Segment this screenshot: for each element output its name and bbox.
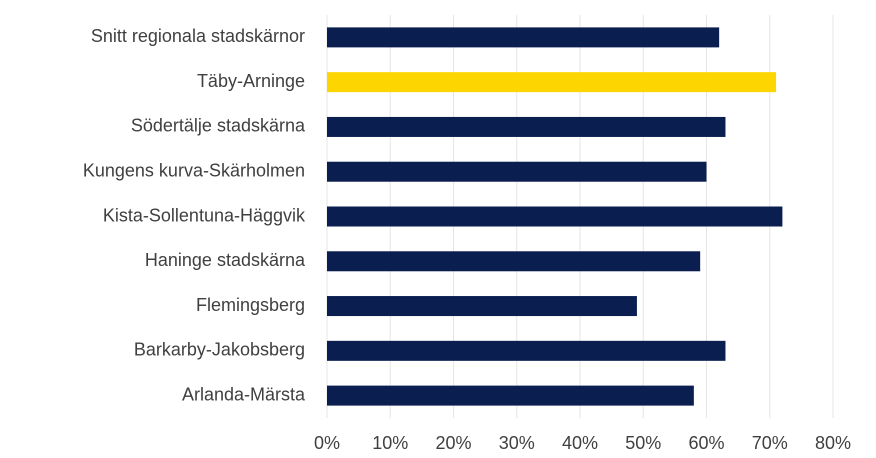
y-tick-label: Barkarby-Jakobsberg [134,340,305,360]
x-tick-label: 80% [815,433,851,453]
y-tick-label: Kista-Sollentuna-Häggvik [103,205,306,225]
y-tick-label: Flemingsberg [196,295,305,315]
bar [327,116,726,137]
x-tick-label: 20% [435,433,471,453]
x-tick-label: 60% [688,433,724,453]
x-tick-label: 70% [752,433,788,453]
x-tick-label: 50% [625,433,661,453]
y-tick-label: Snitt regionala stadskärnor [91,26,305,46]
y-tick-label: Haninge stadskärna [145,250,306,270]
y-tick-label: Södertälje stadskärna [131,116,306,136]
x-tick-label: 10% [372,433,408,453]
y-tick-label: Kungens kurva-Skärholmen [83,160,305,180]
bar [327,161,707,182]
bar [327,385,694,406]
y-tick-label: Arlanda-Märsta [182,384,306,404]
y-tick-label: Täby-Arninge [197,71,305,91]
bar [327,206,783,227]
x-tick-label: 30% [499,433,535,453]
bar [327,251,701,272]
x-tick-label: 0% [314,433,340,453]
bar [327,72,777,93]
x-tick-label: 40% [562,433,598,453]
bar [327,340,726,361]
bar [327,296,637,317]
bar [327,27,720,48]
